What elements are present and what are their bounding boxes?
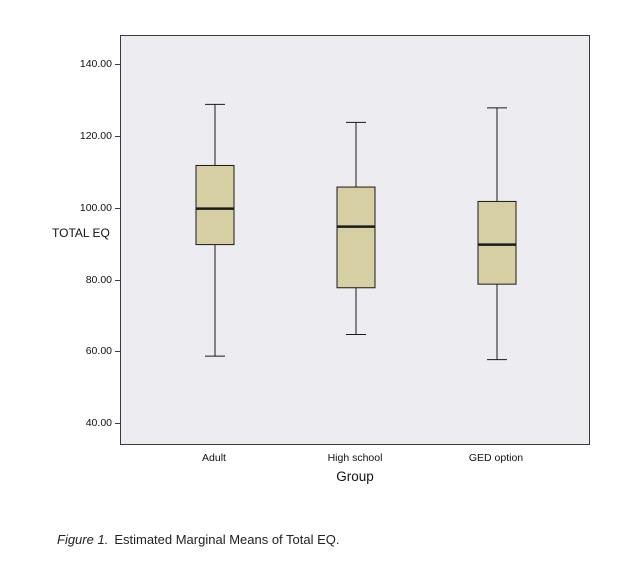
x-category-label: Adult: [202, 452, 226, 464]
boxplot-high-school: [336, 121, 376, 336]
caption-label: Figure 1.: [57, 532, 109, 547]
y-tick-label: 40.00: [85, 417, 112, 430]
y-tick-label: 120.00: [79, 129, 112, 142]
iqr-box: [336, 186, 376, 289]
caption-text: Estimated Marginal Means of Total EQ.: [114, 532, 340, 547]
x-category-label: High school: [327, 452, 383, 464]
y-tick-label: 80.00: [85, 273, 112, 286]
plot-area: [120, 35, 590, 445]
x-axis-title: Group: [336, 469, 374, 484]
figure-caption: Figure 1. Estimated Marginal Means of Tot…: [57, 532, 340, 547]
y-tick-label: 140.00: [79, 57, 112, 70]
y-tick-mark: [115, 63, 120, 65]
y-tick-mark: [115, 207, 120, 209]
y-axis-title: TOTAL EQ: [52, 226, 110, 240]
y-tick-mark: [115, 279, 120, 281]
x-category-label: GED option: [468, 452, 524, 464]
boxplot-ged-option: [477, 107, 517, 361]
iqr-box: [477, 200, 517, 285]
y-tick-mark: [115, 351, 120, 353]
y-tick-mark: [115, 423, 120, 425]
boxplot-adult: [195, 103, 235, 357]
y-tick-mark: [115, 135, 120, 137]
y-tick-label: 100.00: [79, 201, 112, 214]
boxplots-svg: [195, 103, 517, 361]
y-tick-label: 60.00: [85, 345, 112, 358]
iqr-box: [195, 164, 235, 246]
